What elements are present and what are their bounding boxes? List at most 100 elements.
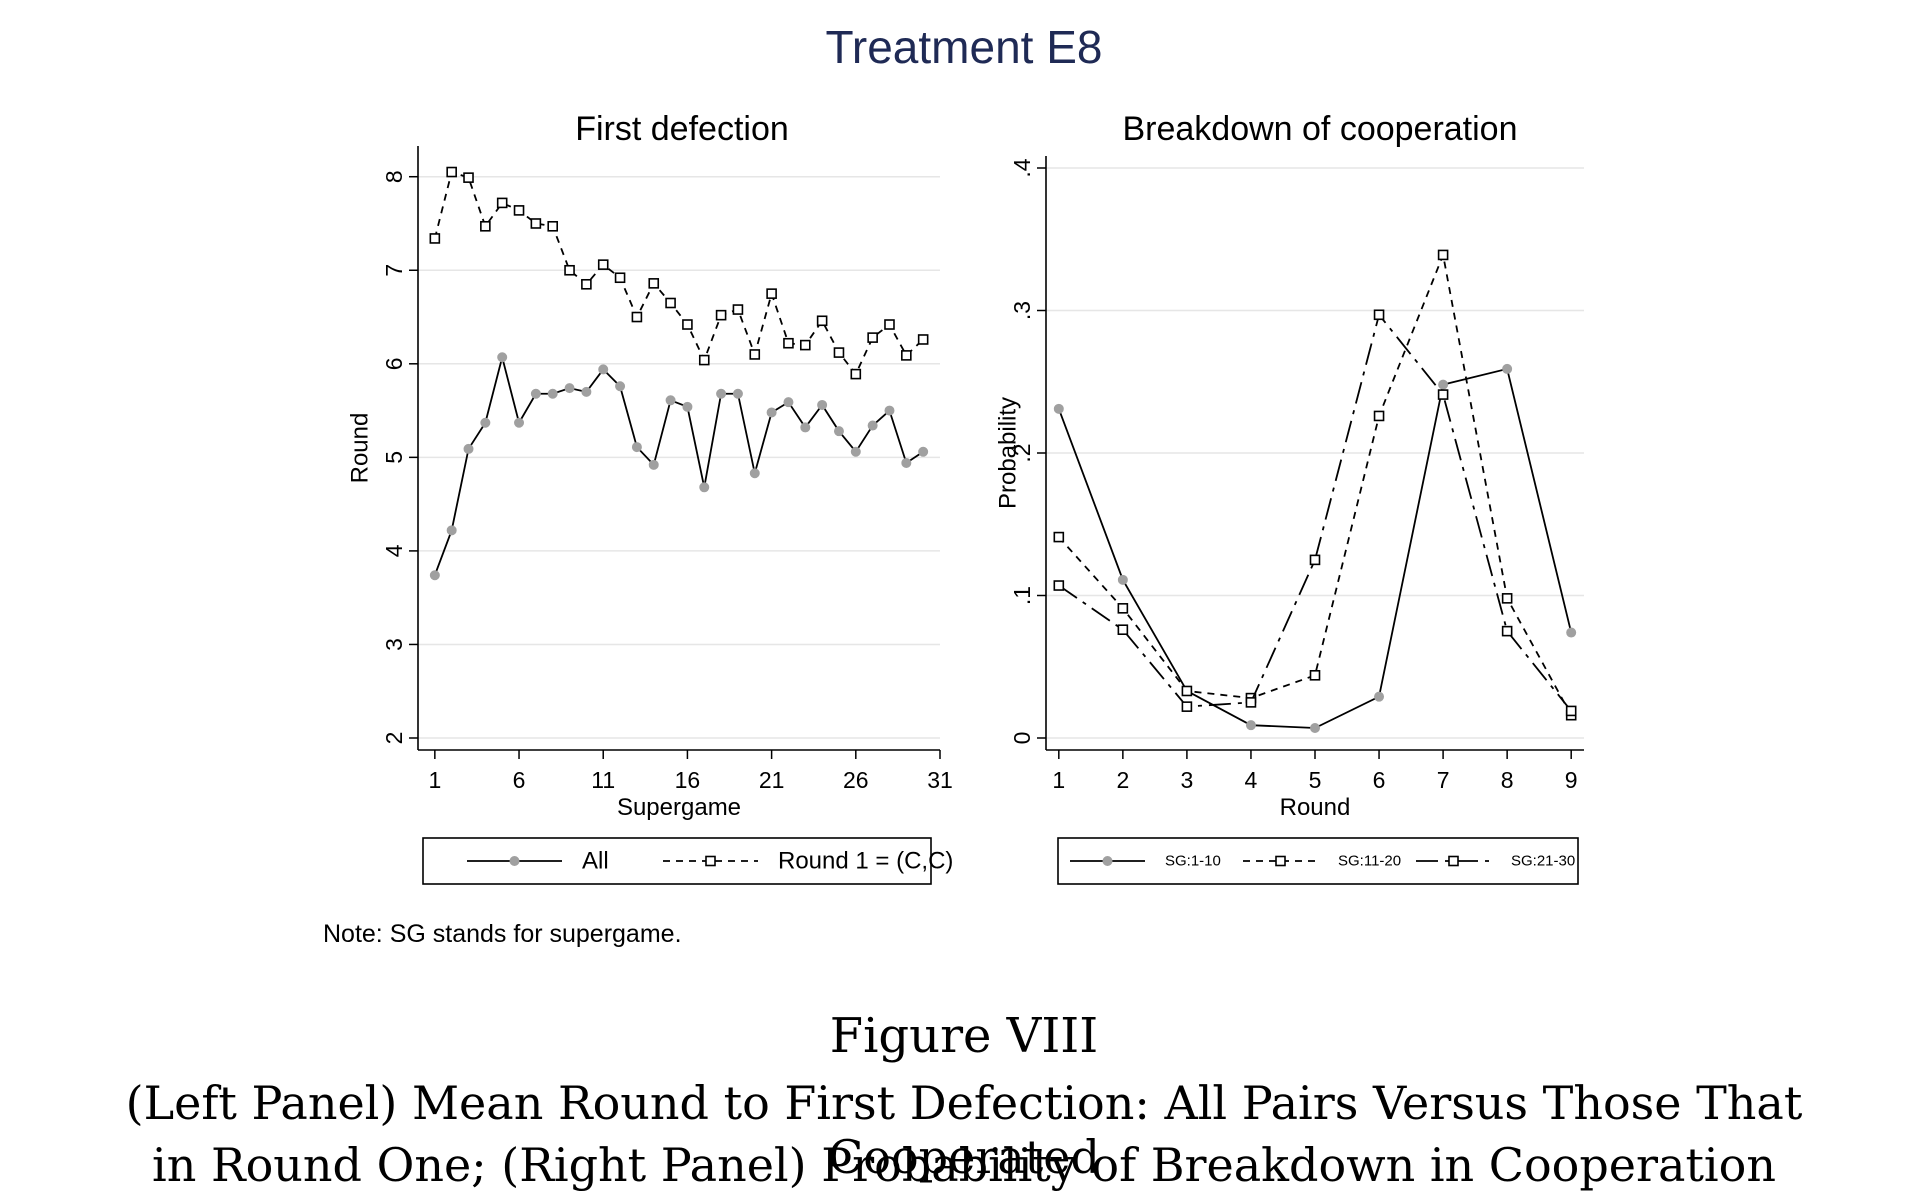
series-1-point <box>530 218 542 229</box>
series-0-point <box>833 426 844 437</box>
series-0-point <box>850 446 861 457</box>
series-0-point <box>901 457 912 468</box>
series-0-point <box>682 401 693 412</box>
series-0-point <box>1502 363 1513 374</box>
y-tick-label: .4 <box>1009 158 1035 177</box>
series-0-point <box>1566 627 1577 638</box>
series-1-point <box>547 220 559 232</box>
series-0-point <box>732 388 743 399</box>
y-axis-title: Probability <box>995 397 1022 509</box>
legend-label-2: SG:21-30 <box>1511 853 1575 870</box>
legend-label-0: SG:1-10 <box>1165 853 1221 870</box>
x-tick-label: 16 <box>675 767 701 793</box>
series-2-point <box>1501 625 1513 637</box>
y-tick-label: 2 <box>381 732 407 745</box>
series-1-point <box>614 272 626 284</box>
series-1-point <box>446 166 457 178</box>
series-0-point <box>918 446 929 457</box>
note: Note: SG stands for supergame. <box>323 920 682 948</box>
series-0-point <box>446 525 457 536</box>
series-1-point <box>901 350 912 361</box>
series-0-point <box>497 352 508 363</box>
x-tick-label: 8 <box>1501 767 1514 793</box>
series-0-point <box>1117 574 1128 585</box>
series-1-point <box>665 297 676 309</box>
series-2-point <box>1181 701 1193 712</box>
legend-marker-0 <box>509 856 520 866</box>
y-tick-label: 3 <box>381 638 407 651</box>
series-0-point <box>1310 723 1320 734</box>
series-1-point <box>867 332 878 343</box>
series-1-point <box>917 334 929 345</box>
series-0-point <box>1053 403 1064 414</box>
series-1-point <box>833 347 845 358</box>
series-0-point <box>631 442 642 453</box>
series-1-point <box>1501 593 1513 604</box>
series-1-point <box>597 259 609 270</box>
series-0-point <box>817 399 828 410</box>
series-1-point <box>496 197 508 209</box>
series-2-point <box>1565 705 1577 717</box>
series-1-point <box>884 319 895 330</box>
y-tick-label: 5 <box>381 451 407 464</box>
series-1-point <box>698 354 710 366</box>
series-0-point <box>884 405 895 416</box>
series-1-point <box>732 304 744 315</box>
series-0-point <box>1374 691 1385 702</box>
y-tick-label: 8 <box>381 170 407 183</box>
series-0-point <box>530 388 541 399</box>
series-0-point <box>564 383 575 394</box>
x-axis-title: Round <box>1280 794 1351 821</box>
right-panel-title: Breakdown of cooperation <box>1122 110 1518 148</box>
y-tick-label: 6 <box>381 357 407 370</box>
series-1-point <box>631 311 643 323</box>
series-1-point <box>766 288 777 299</box>
x-tick-label: 5 <box>1309 767 1322 793</box>
series-1-point <box>480 220 491 232</box>
y-tick-label: .1 <box>1009 586 1035 605</box>
series-1-point <box>816 315 828 327</box>
series-1-point <box>429 233 441 244</box>
x-tick-label: 3 <box>1181 767 1194 793</box>
x-tick-label: 31 <box>927 767 953 793</box>
series-0-point <box>429 570 440 581</box>
legend-label-1: SG:11-20 <box>1338 853 1401 870</box>
legend-marker-1 <box>1275 855 1286 867</box>
series-1-point <box>581 278 592 290</box>
main-title: Treatment E8 <box>825 21 1103 73</box>
x-tick-label: 9 <box>1565 767 1578 793</box>
series-1-point <box>1437 249 1449 261</box>
x-tick-label: 1 <box>1052 767 1065 793</box>
series-0-point <box>716 388 727 399</box>
y-tick-label: 4 <box>381 544 407 557</box>
legend-label-0: All <box>582 848 609 875</box>
series-0-point <box>547 388 558 399</box>
series-0-point <box>480 417 491 428</box>
series-0-point <box>514 417 525 428</box>
x-tick-label: 6 <box>513 767 526 793</box>
series-0-point <box>648 459 659 470</box>
x-axis-title: Supergame <box>617 794 741 821</box>
x-tick-label: 7 <box>1437 767 1450 793</box>
series-1-point <box>850 368 862 380</box>
series-2-point <box>1309 554 1321 566</box>
series-line-0 <box>433 357 924 576</box>
series-2-point <box>1373 309 1385 321</box>
series-0-point <box>800 422 811 433</box>
y-axis-title: Round <box>347 413 374 484</box>
caption-line-2: in Round One; (Right Panel) Probability … <box>152 1138 1776 1192</box>
series-1-point <box>682 319 693 330</box>
series-1-point <box>799 339 811 351</box>
y-tick-label: 0 <box>1009 732 1035 745</box>
legend-marker-0 <box>1102 856 1113 866</box>
series-1-point <box>513 205 525 216</box>
x-tick-label: 1 <box>428 767 441 793</box>
y-tick-label: .2 <box>1009 443 1035 462</box>
left-panel-title: First defection <box>575 110 789 148</box>
series-0-point <box>1438 379 1449 390</box>
series-2-point <box>1053 580 1065 591</box>
series-0-point <box>699 482 710 493</box>
series-line-1 <box>1058 251 1572 716</box>
